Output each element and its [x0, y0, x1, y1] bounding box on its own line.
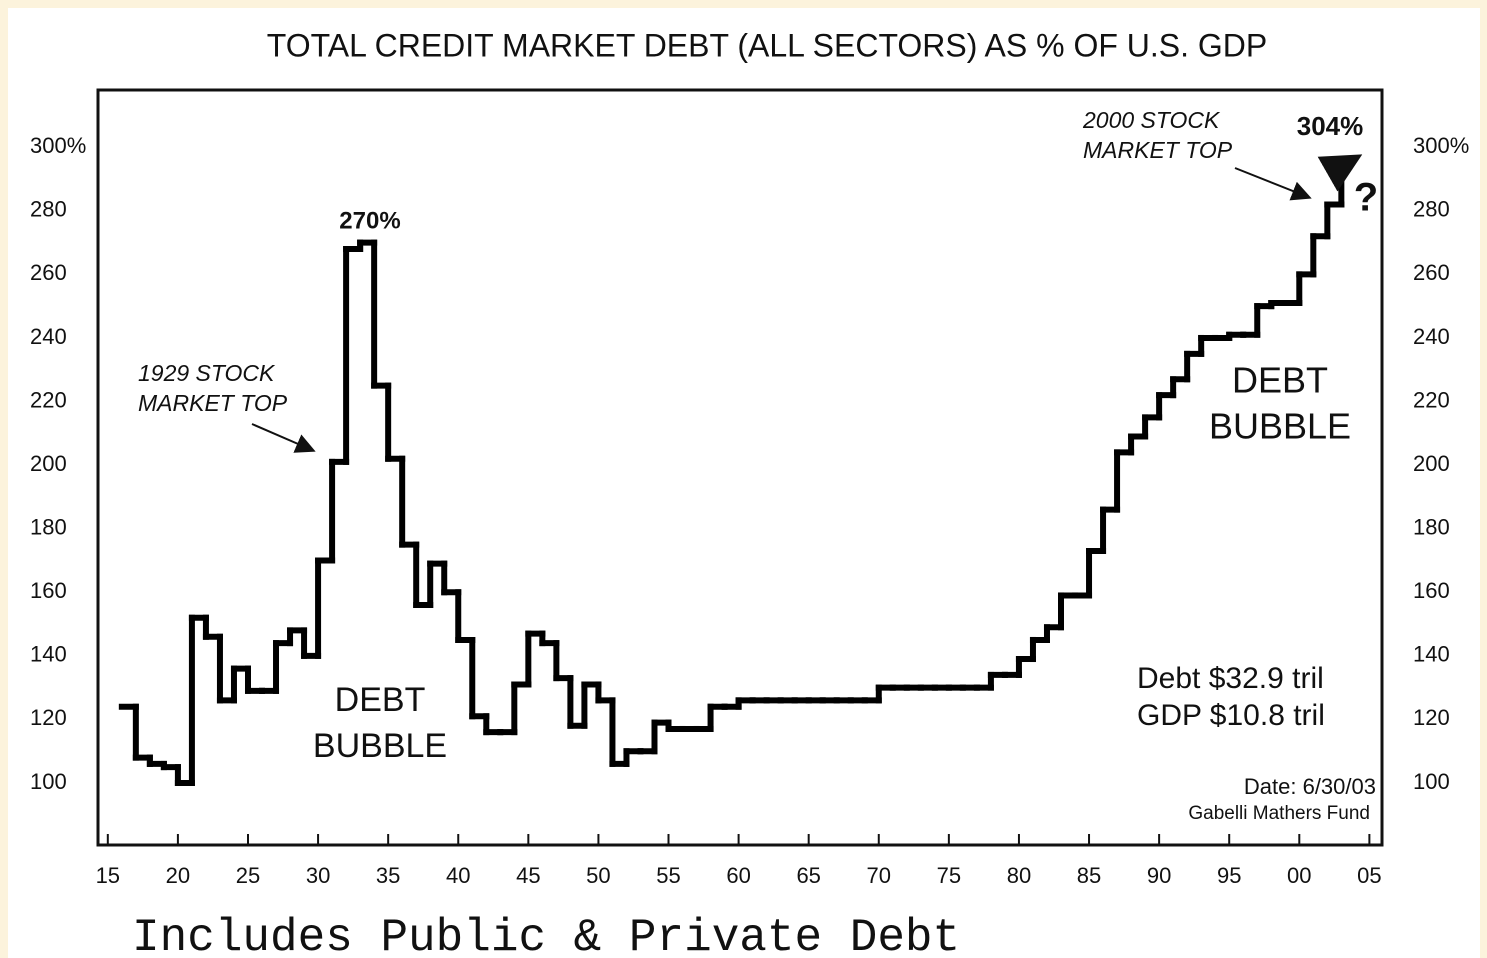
x-tick-label: 95	[1217, 863, 1241, 888]
annotation: 304%	[1297, 111, 1364, 141]
x-tick-label: 80	[1007, 863, 1031, 888]
x-tick-label: 40	[446, 863, 470, 888]
x-tick-label: 05	[1357, 863, 1381, 888]
x-tick-label: 90	[1147, 863, 1171, 888]
y2-tick-label: 120	[1413, 705, 1450, 730]
y2-tick-label: 300%	[1413, 133, 1469, 158]
x-tick-label: 65	[796, 863, 820, 888]
annotation: BUBBLE	[1209, 406, 1351, 447]
date-note: Date: 6/30/03	[1244, 774, 1376, 799]
x-tick-label: 25	[236, 863, 260, 888]
annotation: 270%	[339, 207, 400, 234]
x-tick-label: 35	[376, 863, 400, 888]
arrow	[251, 423, 316, 453]
arrow	[1234, 167, 1312, 201]
y2-tick-label: 140	[1413, 642, 1450, 667]
x-tick-label: 55	[656, 863, 680, 888]
y2-tick-label: 220	[1413, 387, 1450, 412]
y2-tick-label: 180	[1413, 515, 1450, 540]
annotation: 2000 STOCK	[1082, 107, 1221, 133]
annotation: BUBBLE	[313, 727, 447, 765]
y-tick-label: 140	[30, 642, 67, 667]
y2-tick-label: 200	[1413, 451, 1450, 476]
y-tick-label: 260	[30, 260, 67, 285]
y-tick-label: 220	[30, 387, 67, 412]
y-tick-label: 240	[30, 324, 67, 349]
annotation: DEBT	[335, 681, 426, 719]
annotation: ?	[1354, 176, 1378, 220]
y2-tick-label: 160	[1413, 578, 1450, 603]
x-tick-label: 20	[166, 863, 190, 888]
footnote: Includes Public & Private Debt	[132, 912, 960, 958]
annotation: 1929 STOCK	[138, 360, 276, 386]
y-tick-label: 180	[30, 515, 67, 540]
y2-tick-label: 280	[1413, 197, 1450, 222]
annotation: MARKET TOP	[138, 390, 288, 416]
x-tick-label: 50	[586, 863, 610, 888]
x-tick-label: 85	[1077, 863, 1101, 888]
panel	[8, 8, 1480, 958]
annotation: MARKET TOP	[1083, 137, 1233, 163]
end-arrow	[1317, 154, 1363, 192]
y-tick-label: 280	[30, 197, 67, 222]
chart-title: TOTAL CREDIT MARKET DEBT (ALL SECTORS) A…	[267, 27, 1268, 63]
y-tick-label: 160	[30, 578, 67, 603]
y2-tick-label: 100	[1413, 769, 1450, 794]
x-tick-label: 15	[96, 863, 120, 888]
y-tick-label: 200	[30, 451, 67, 476]
y2-tick-label: 240	[1413, 324, 1450, 349]
y-tick-label: 300%	[30, 133, 86, 158]
x-tick-label: 60	[726, 863, 750, 888]
y-tick-label: 100	[30, 769, 67, 794]
x-tick-label: 30	[306, 863, 330, 888]
annotation: DEBT	[1232, 360, 1328, 401]
plot-frame	[96, 88, 1384, 847]
y-tick-label: 120	[30, 705, 67, 730]
x-tick-label: 75	[937, 863, 961, 888]
x-tick-label: 45	[516, 863, 540, 888]
x-tick-label: 70	[867, 863, 891, 888]
annotation: Debt $32.9 tril	[1137, 662, 1324, 695]
x-tick-label: 00	[1287, 863, 1311, 888]
source-note: Gabelli Mathers Fund	[1188, 803, 1370, 824]
annotation: GDP $10.8 tril	[1137, 699, 1325, 732]
y2-tick-label: 260	[1413, 260, 1450, 285]
